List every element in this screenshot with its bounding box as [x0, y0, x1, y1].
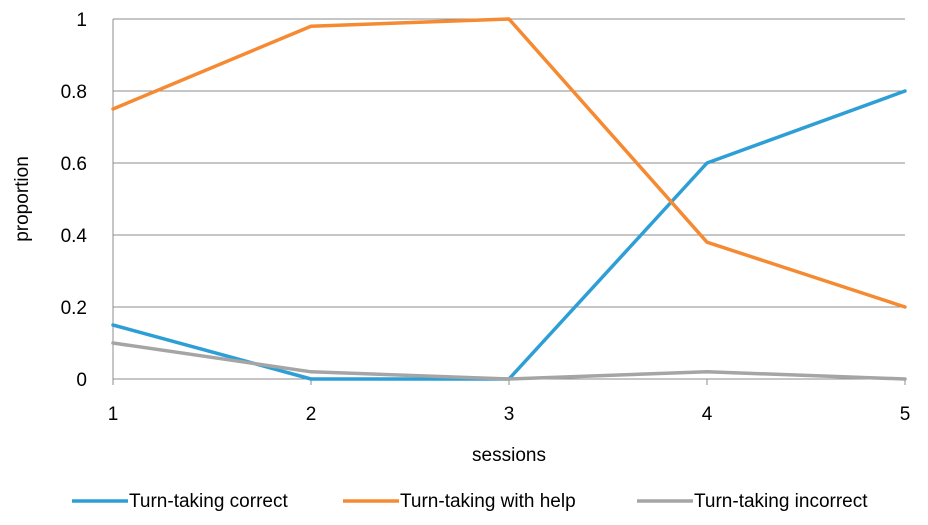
x-tick-label: 5 — [900, 404, 911, 425]
y-tick-label: 0.6 — [61, 154, 87, 175]
series-line-2 — [111, 17, 907, 309]
y-tick-label: 0.2 — [61, 298, 87, 319]
legend-label: Turn-taking correct — [129, 491, 288, 512]
y-tick-label: 0.4 — [61, 226, 88, 247]
gridlines — [113, 18, 905, 380]
y-tick-label: 0.8 — [61, 82, 87, 103]
legend: Turn-taking correct Turn-taking with help… — [72, 491, 868, 512]
y-tick-label: 1 — [76, 10, 87, 31]
y-axis-ticks: 0 0.2 0.4 0.6 0.8 1 — [61, 10, 88, 391]
x-tick-label: 4 — [702, 404, 713, 425]
series-lines — [111, 17, 907, 381]
x-axis-label: sessions — [472, 445, 546, 466]
x-axis-ticks: 1 2 3 4 5 — [108, 379, 911, 425]
y-tick-label: 0 — [76, 370, 87, 391]
series-line-3 — [111, 341, 907, 381]
legend-label: Turn-taking incorrect — [694, 491, 868, 512]
x-tick-label: 2 — [306, 404, 317, 425]
x-tick-label: 1 — [108, 404, 119, 425]
y-axis-label: proportion — [12, 156, 33, 242]
axes — [112, 19, 905, 380]
legend-label: Turn-taking with help — [400, 491, 576, 512]
x-tick-label: 3 — [504, 404, 515, 425]
